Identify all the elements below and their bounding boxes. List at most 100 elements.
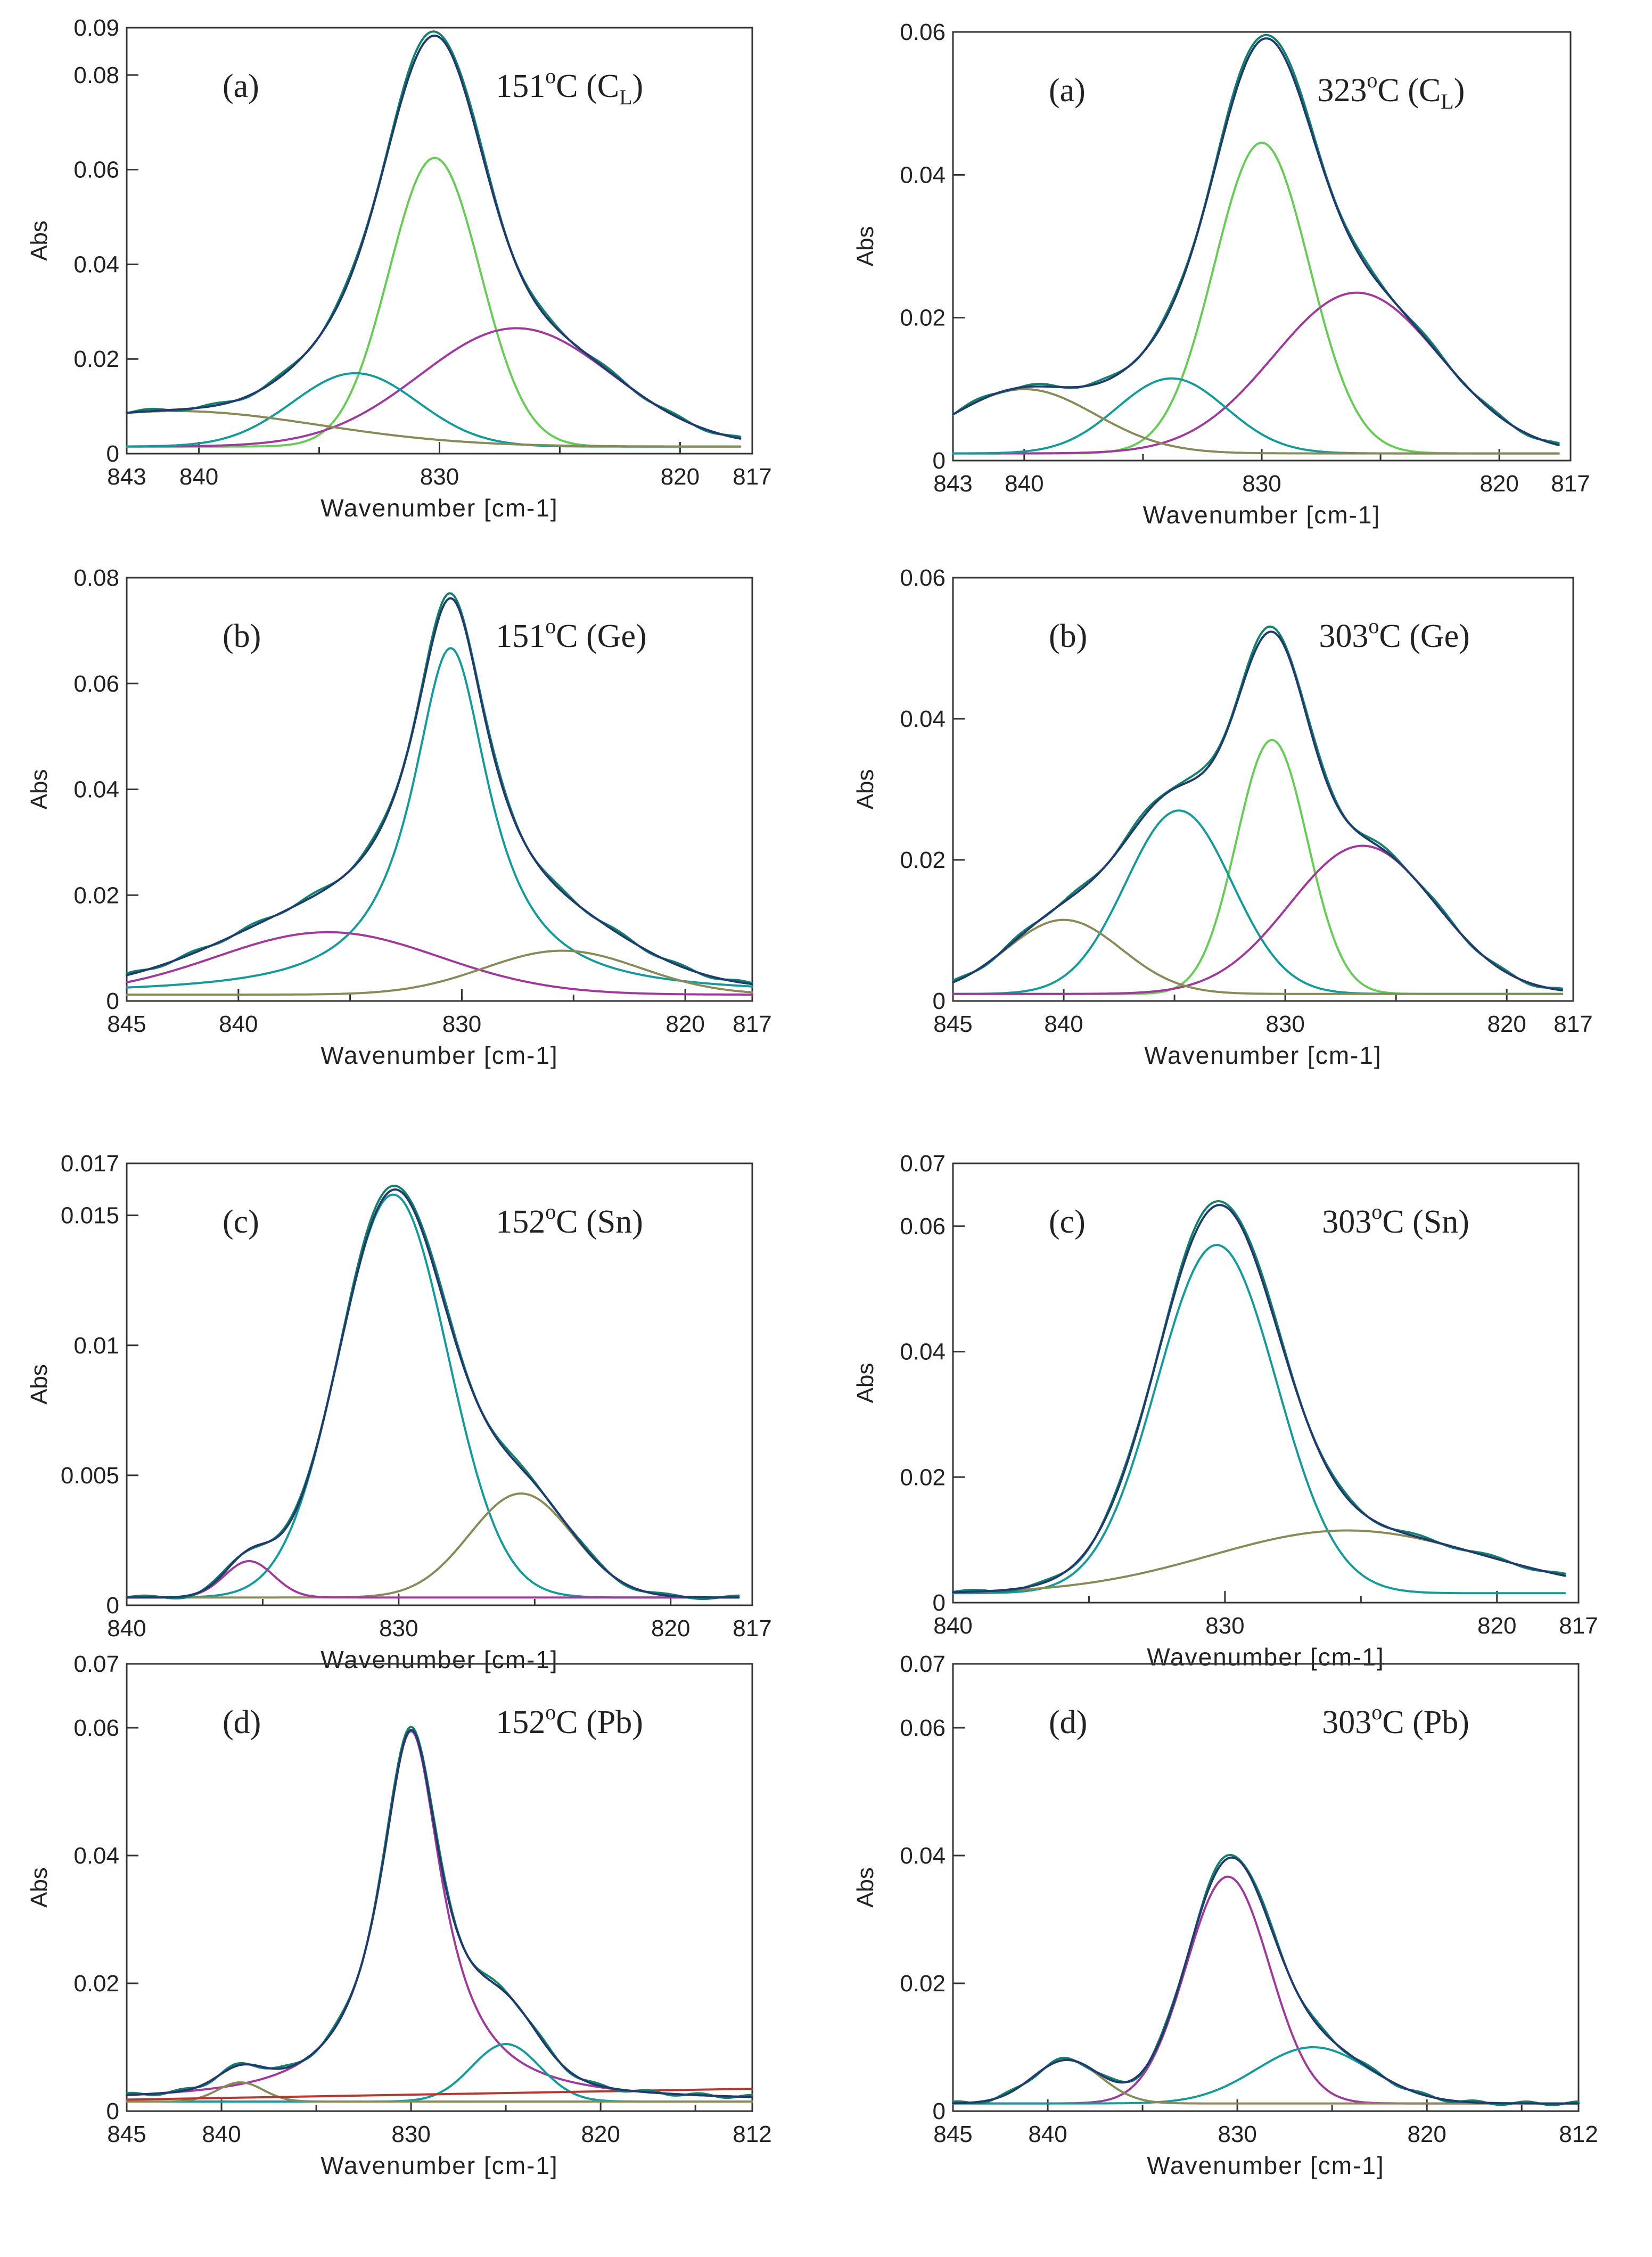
- panel-tag: (d): [1049, 1704, 1087, 1741]
- x-tick-label: 845: [933, 2121, 972, 2147]
- panel-left-a: 843 840 830 820 817 0 0.02 0.04 0.06 0.08 0.09 Wave…: [26, 15, 772, 522]
- y-tick-label: 0: [106, 441, 119, 467]
- fitted-envelope: [952, 630, 1564, 991]
- x-tick-label: 820: [1477, 1613, 1516, 1639]
- x-axis-title: Wavenumber [cm-1]: [1147, 2152, 1384, 2179]
- x-tick-label: 843: [107, 464, 146, 490]
- x-tick-label: 843: [933, 471, 972, 497]
- x-tick-label: 845: [107, 1011, 146, 1037]
- panel-title: 303oC (Pb): [1322, 1700, 1469, 1741]
- fitted-envelope: [126, 597, 753, 986]
- panel-tag: (d): [223, 1704, 261, 1741]
- y-axis-title: Abs: [26, 220, 52, 261]
- y-tick-label: 0.06: [900, 565, 946, 591]
- panel-title: 151oC (CL): [496, 64, 643, 109]
- y-tick-label: 0.02: [73, 1971, 119, 1997]
- y-tick-label: 0.06: [73, 157, 119, 183]
- y-tick-label: 0.07: [73, 1651, 119, 1677]
- x-tick-label: 820: [581, 2121, 620, 2147]
- y-tick-label: 0.04: [900, 162, 946, 188]
- y-tick-label: 0.07: [900, 1151, 946, 1177]
- fitted-envelope: [126, 1728, 753, 2098]
- y-tick-label: 0: [106, 2098, 119, 2124]
- panel-tag: (a): [223, 68, 259, 104]
- measured-spectrum: [126, 1726, 753, 2099]
- component-magenta: [952, 844, 1564, 995]
- component-olive: [126, 2081, 753, 2103]
- x-tick-label: 820: [1407, 2121, 1446, 2147]
- fitted-envelope: [126, 35, 742, 440]
- y-tick-label: 0: [933, 448, 946, 474]
- component-red: [126, 2088, 753, 2101]
- y-axis-title: Abs: [26, 1867, 52, 1908]
- y-tick-label: 0.017: [61, 1151, 119, 1177]
- x-tick-label: 830: [1205, 1613, 1244, 1639]
- y-tick-label: 0.01: [73, 1333, 119, 1359]
- x-axis-title: Wavenumber [cm-1]: [1144, 1041, 1382, 1069]
- y-tick-label: 0.04: [900, 1339, 946, 1365]
- x-tick-label: 830: [391, 2121, 430, 2147]
- component-magenta: [126, 327, 742, 448]
- x-tick-label: 845: [107, 2121, 146, 2147]
- component-teal: [952, 1244, 1566, 1595]
- component-magenta: [952, 291, 1560, 455]
- x-axis-title: Wavenumber [cm-1]: [320, 494, 558, 522]
- y-tick-label: 0.02: [900, 847, 946, 873]
- y-tick-label: 0.02: [900, 1464, 946, 1490]
- component-magenta: [126, 931, 753, 996]
- y-axis-title: Abs: [852, 1867, 878, 1908]
- y-tick-label: 0.02: [900, 305, 946, 331]
- y-tick-label: 0.07: [900, 1651, 946, 1677]
- x-axis-title: Wavenumber [cm-1]: [320, 2152, 558, 2179]
- y-tick-label: 0.06: [73, 671, 119, 697]
- panel-title: 303oC (Ge): [1319, 614, 1469, 654]
- panel-left-d: 845 840 830 820 812 0 0.02 0.04 0.06 0.07 Wavenumb…: [26, 1651, 772, 2179]
- component-teal: [952, 809, 1564, 995]
- y-tick-label: 0: [106, 1593, 119, 1619]
- x-tick-label: 840: [1028, 2121, 1067, 2147]
- y-axis-title: Abs: [852, 1363, 878, 1404]
- x-tick-label: 830: [1218, 2121, 1256, 2147]
- y-axis-title: Abs: [26, 1364, 52, 1405]
- y-tick-label: 0.02: [900, 1971, 946, 1997]
- component-olive: [126, 410, 742, 448]
- y-tick-label: 0.02: [73, 346, 119, 372]
- component-olive: [952, 918, 1564, 995]
- panel-left-c: 840 830 820 817 0 0.005 0.01 0.015 0.017 Wavenumb…: [26, 1151, 772, 1673]
- x-tick-label: 817: [733, 1615, 771, 1642]
- x-tick-label: 830: [379, 1615, 418, 1642]
- plot-frame: [952, 577, 1574, 1002]
- x-tick-label: 840: [933, 1613, 972, 1639]
- y-tick-label: 0.04: [900, 1843, 946, 1869]
- x-tick-label: 840: [179, 464, 218, 490]
- component-teal: [126, 372, 742, 448]
- measured-spectrum: [952, 34, 1560, 445]
- y-tick-label: 0: [933, 988, 946, 1014]
- x-axis-title: Wavenumber [cm-1]: [1143, 501, 1380, 529]
- panel-right-b: 845 840 830 820 817 0 0.02 0.04 0.06 Wavenumber […: [852, 565, 1593, 1069]
- fitted-envelope: [952, 1856, 1580, 2105]
- y-tick-label: 0.04: [73, 1843, 119, 1869]
- panel-right-d: 845 840 830 820 812 0 0.02 0.04 0.06 0.07 Wavenumb…: [852, 1651, 1598, 2179]
- x-tick-label: 820: [1480, 471, 1518, 497]
- x-tick-label: 820: [651, 1615, 690, 1642]
- plot-frame: [952, 1663, 1580, 2112]
- component-magenta: [126, 1560, 740, 1599]
- y-tick-label: 0.04: [73, 777, 119, 803]
- y-tick-label: 0.015: [61, 1203, 119, 1229]
- y-tick-label: 0.005: [61, 1463, 119, 1489]
- panel-tag: (b): [1049, 618, 1087, 654]
- panel-tag: (b): [223, 618, 261, 654]
- plot-frame: [126, 577, 753, 1002]
- x-tick-label: 817: [1554, 1011, 1592, 1037]
- y-axis-title: Abs: [26, 769, 52, 810]
- component-green: [952, 142, 1560, 455]
- plot-frame: [126, 27, 753, 455]
- x-tick-label: 817: [1551, 471, 1590, 497]
- component-teal: [952, 2046, 1580, 2105]
- measured-spectrum: [952, 1200, 1566, 1593]
- x-axis-title: Wavenumber [cm-1]: [320, 1041, 558, 1069]
- component-teal: [952, 377, 1560, 455]
- x-tick-label: 817: [1559, 1613, 1598, 1639]
